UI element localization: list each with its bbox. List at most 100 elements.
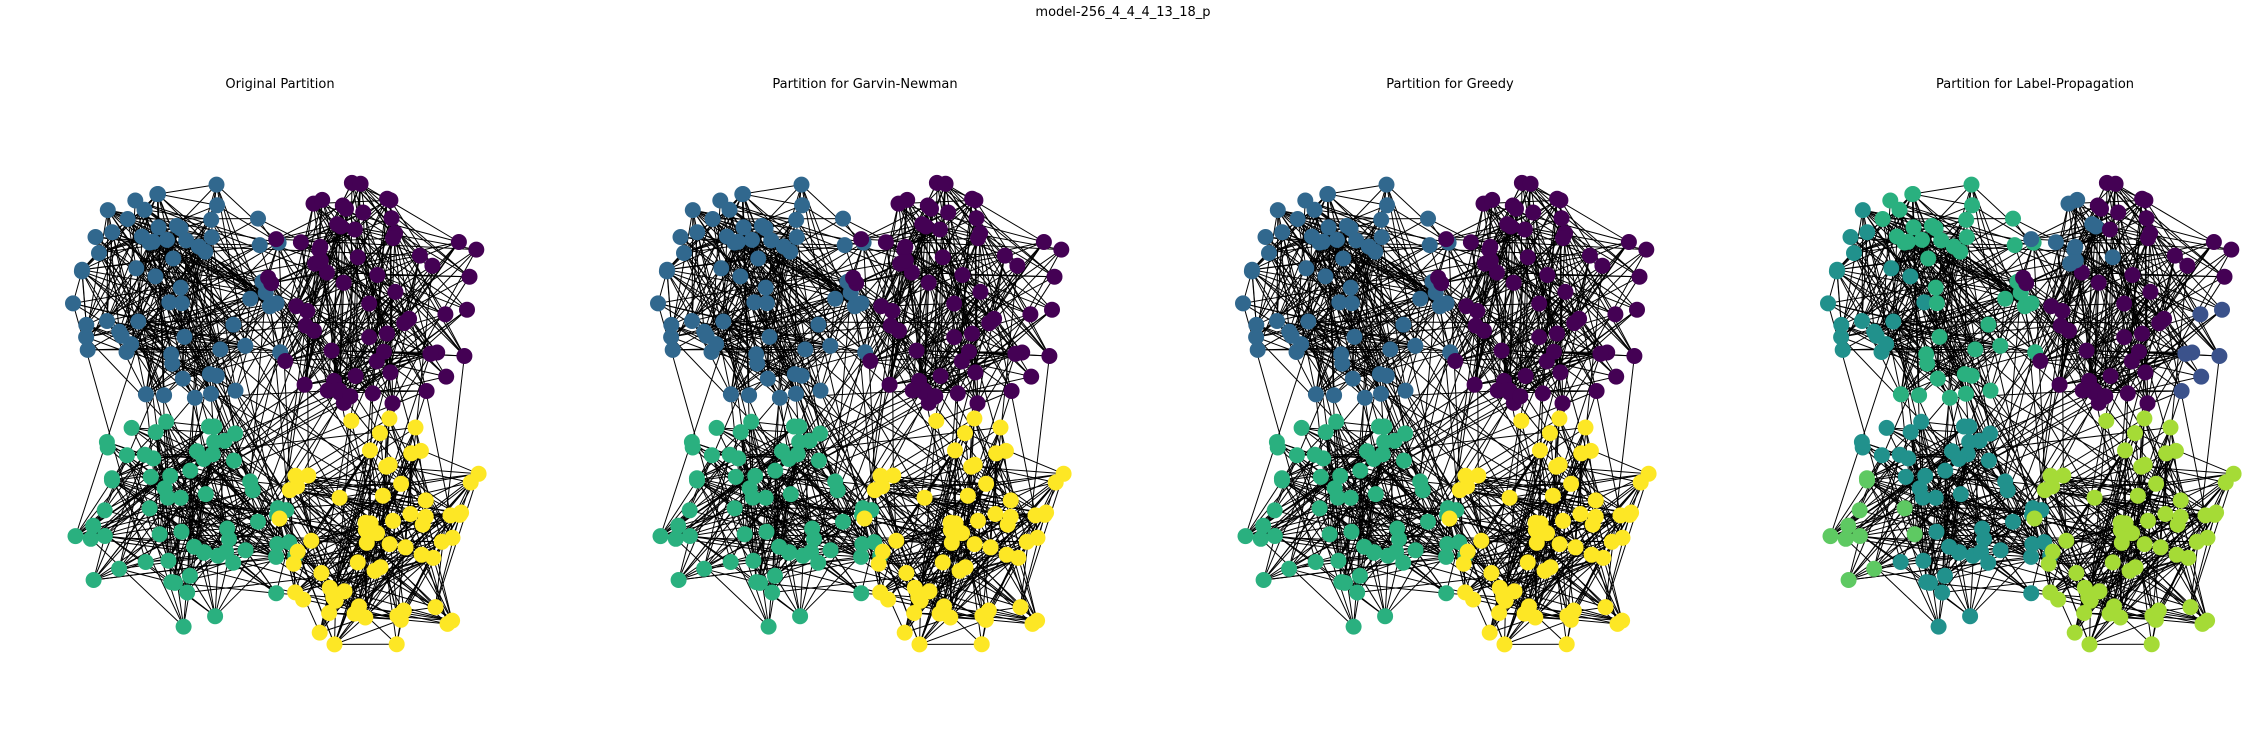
graph-node (347, 368, 364, 384)
graph-node (664, 341, 681, 358)
graph-node (2055, 467, 2072, 484)
graph-node (150, 219, 167, 236)
graph-edge (377, 274, 468, 311)
graph-node (2205, 234, 2222, 250)
graph-node (1447, 353, 1464, 369)
graph-edge (1336, 239, 1436, 294)
graph-node (2066, 624, 2083, 641)
graph-edge (1605, 514, 1631, 608)
graph-edge (300, 242, 329, 391)
graph-edge (203, 458, 228, 529)
graph-edge (95, 236, 165, 396)
graph-edge (2112, 554, 2177, 563)
graph-edge (1559, 500, 1597, 545)
graph-node (676, 245, 692, 261)
graph-node (1373, 229, 1390, 246)
graph-node (147, 424, 164, 441)
graph-edge (2106, 182, 2225, 278)
graph-node (1592, 345, 1609, 362)
graph-node (1837, 530, 1854, 547)
graph-edge (138, 321, 405, 324)
graph-edge (2044, 489, 2114, 563)
graph-edge (1386, 184, 1449, 243)
graph-edge (157, 193, 218, 206)
graph-edge (1352, 351, 1451, 380)
graph-node (1244, 261, 1261, 278)
graph-edge (936, 182, 1053, 311)
graph-node (382, 364, 399, 381)
graph-edge (1470, 242, 1499, 391)
graph-node (931, 221, 948, 238)
graph-node (133, 228, 150, 245)
graph-node (2151, 315, 2168, 331)
graph-edge (1476, 310, 1479, 476)
graph-node (1342, 279, 1359, 296)
graph-edge (1547, 274, 1638, 311)
graph-node (2093, 200, 2109, 217)
graph-edge (294, 542, 368, 593)
graph-edge (2076, 572, 2191, 608)
graph-node (1459, 543, 1476, 560)
graph-node (940, 204, 957, 221)
graph-node (1343, 523, 1360, 540)
panel-title: Partition for Greedy (1386, 77, 1514, 92)
graph-node (1906, 526, 1923, 543)
graph-edge (954, 450, 957, 524)
graph-node (1482, 238, 1499, 255)
graph-node (2005, 513, 2021, 530)
graph-edge (1265, 236, 1335, 396)
graph-node (119, 211, 136, 227)
graph-node (726, 500, 743, 517)
graph-edge (788, 458, 884, 552)
graph-node (306, 322, 322, 339)
graph-node (1395, 452, 1412, 469)
graph-node (904, 382, 921, 399)
graph-edge (93, 533, 160, 581)
graph-node (1420, 513, 1436, 530)
graph-edge (2117, 212, 2225, 278)
graph-node (1866, 560, 1883, 577)
graph-node (810, 316, 827, 333)
graph-edge (1281, 480, 1358, 593)
graph-edge (1010, 482, 1057, 518)
graph-node (2148, 475, 2165, 492)
graph-edge (906, 572, 1021, 608)
graph-edge (213, 441, 259, 522)
graph-node (1283, 327, 1300, 344)
graph-node (2076, 605, 2093, 621)
graph-edge (410, 453, 453, 621)
graph-edge (759, 454, 799, 584)
graph-node (1607, 306, 1624, 323)
graph-edge (1893, 321, 2160, 324)
graph-node (207, 608, 224, 625)
graph-node (1349, 584, 1366, 601)
nodes (65, 174, 487, 653)
graph-edge (2074, 246, 2143, 334)
graph-node (2119, 385, 2136, 402)
graph-node (946, 295, 963, 312)
graph-edge (892, 475, 951, 618)
graph-edge (345, 208, 394, 239)
graph-node (715, 313, 732, 330)
graph-edge (2059, 303, 2125, 386)
graph-node (312, 238, 329, 255)
graph-node (928, 412, 945, 429)
graph-node (1874, 211, 1891, 227)
graph-edge (1308, 321, 1575, 324)
graph-edge (2083, 557, 2189, 614)
graph-edge (118, 460, 235, 570)
graph-edge (2048, 561, 2113, 565)
graph-edge (1297, 218, 1447, 304)
graph-node (79, 341, 96, 358)
graph-node (788, 229, 805, 246)
graph-node (1851, 528, 1868, 544)
graph-node (1473, 532, 1490, 549)
graph-edge (1327, 193, 1388, 206)
graph-node (753, 217, 770, 234)
graph-node (1379, 197, 1396, 214)
graph-edge (285, 360, 356, 377)
graph-edge (245, 282, 345, 551)
graph-node (67, 528, 84, 545)
graph-node (1582, 442, 1599, 459)
graph-node (123, 419, 140, 436)
